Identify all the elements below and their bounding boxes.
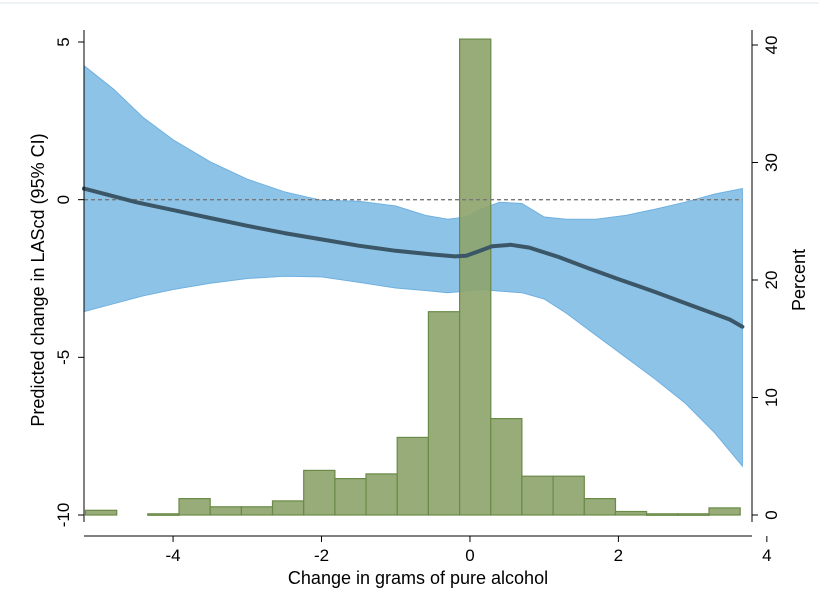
histogram-bar-8 xyxy=(365,473,398,516)
y-left-tick-label-3: -10 xyxy=(54,503,73,528)
histogram-bar-11 xyxy=(459,38,492,516)
ci-band-layer xyxy=(83,64,743,468)
histogram-bar-3 xyxy=(209,506,242,516)
fit-line xyxy=(82,186,745,329)
y-right-tick-label-3: 10 xyxy=(762,388,781,407)
x-tick-label-1: -2 xyxy=(314,546,329,565)
histogram-bar-14 xyxy=(552,475,585,516)
histogram-bar-9 xyxy=(396,436,430,516)
histogram-bar-19 xyxy=(708,507,741,516)
histogram-bar-18 xyxy=(677,513,710,516)
x-tick-label-0: -4 xyxy=(166,546,181,565)
histogram-bar-5 xyxy=(271,500,305,516)
x-tick-label-4: 4 xyxy=(762,546,771,565)
x-tick-label-3: 2 xyxy=(614,546,623,565)
y-axis-right-label: Percent xyxy=(789,249,809,311)
histogram-bar-0 xyxy=(84,509,118,516)
histogram-bar-7 xyxy=(334,478,367,516)
y-axis-left-label: Predicted change in LAScd (95% CI) xyxy=(28,133,48,426)
y-left-tick-label-1: 0 xyxy=(54,195,73,204)
y-right-tick-label-2: 20 xyxy=(762,271,781,290)
histogram-bar-12 xyxy=(490,418,523,516)
y-right-tick-label-4: 0 xyxy=(762,510,781,519)
ci-band xyxy=(83,64,743,468)
x-axis-label: Change in grams of pure alcohol xyxy=(288,568,548,588)
y-left-tick-label-2: -5 xyxy=(54,350,73,365)
histogram-bar-10 xyxy=(427,311,461,516)
histogram-bar-16 xyxy=(614,510,648,516)
histogram-layer xyxy=(84,38,741,516)
axes-layer: -4 -2 0 2 4 5 0 -5 -10 40 30 20 10 0 xyxy=(54,30,781,565)
histogram-bar-6 xyxy=(303,469,336,516)
y-left-tick-label-0: 5 xyxy=(54,37,73,46)
histogram-bar-4 xyxy=(240,506,274,516)
histogram-bar-15 xyxy=(583,498,617,516)
y-right-tick-label-0: 40 xyxy=(762,36,781,55)
histogram-bar-1 xyxy=(147,513,180,516)
histogram-bar-17 xyxy=(645,513,679,516)
y-right-tick-label-1: 30 xyxy=(762,153,781,172)
x-tick-label-2: 0 xyxy=(465,546,474,565)
fit-line-layer xyxy=(82,186,745,329)
histogram-bar-13 xyxy=(521,475,554,516)
histogram-bar-2 xyxy=(178,498,211,516)
